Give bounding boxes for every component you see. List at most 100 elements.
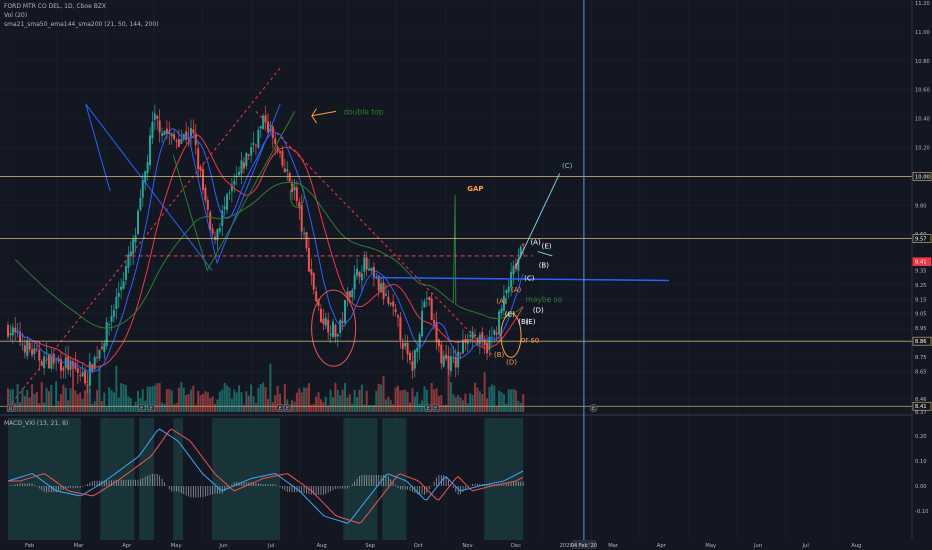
- candle-body: [173, 134, 176, 140]
- volume-bar: [221, 389, 224, 412]
- time-tick-label: Jun: [753, 543, 762, 549]
- volume-bar: [466, 403, 469, 412]
- volume-bar: [283, 384, 286, 412]
- candle-body: [247, 154, 250, 156]
- annotation-label: (C): [505, 311, 516, 319]
- candle-body: [500, 308, 503, 314]
- candle-body: [47, 354, 50, 369]
- volume-bar: [120, 383, 123, 412]
- volume-bar: [274, 395, 277, 412]
- volume-bar: [317, 392, 320, 412]
- volume-bar: [228, 387, 231, 412]
- candle-body: [370, 267, 373, 271]
- candle-body: [271, 126, 274, 139]
- candle-body: [421, 310, 424, 337]
- volume-legend[interactable]: Vol (20): [4, 12, 30, 19]
- candle-body: [252, 143, 255, 145]
- level-line-blue: [372, 276, 669, 282]
- price-badge: [912, 336, 932, 346]
- time-tick-label: Mar: [74, 543, 85, 549]
- volume-bar: [522, 394, 525, 412]
- macd-pane: [7, 428, 524, 524]
- candle-body: [303, 232, 306, 234]
- candle-body: [33, 348, 36, 354]
- volume-bar: [266, 399, 269, 412]
- candle-body: [165, 128, 168, 134]
- annotation-label: GAP: [467, 185, 483, 193]
- arrow-head: [311, 108, 318, 117]
- candle-body: [356, 268, 359, 276]
- volume-bar: [197, 390, 200, 412]
- candle-body: [238, 171, 241, 176]
- candle-body: [279, 151, 282, 153]
- macd-legend[interactable]: MACD_VXI (13, 21, 8): [4, 420, 71, 427]
- volume-bar: [163, 403, 166, 412]
- volume-bar: [170, 390, 173, 412]
- candle-body: [305, 231, 308, 249]
- candle-body: [170, 133, 173, 137]
- ma-legend[interactable]: sma21_sma50_ema144_sma200 (21, 50, 144, …: [4, 21, 162, 28]
- volume-label: Vol (20): [4, 12, 28, 19]
- candle-body: [339, 320, 342, 333]
- candle-body: [100, 346, 103, 349]
- candle-body: [98, 349, 101, 359]
- volume-bar: [413, 396, 416, 412]
- volume-bar: [211, 396, 214, 412]
- volume-bar: [514, 390, 517, 412]
- volume-bar: [394, 387, 397, 412]
- volume-bar: [218, 391, 221, 412]
- symbol-legend[interactable]: FORD MTR CO DEL, 1D, Cboe BZX: [4, 3, 109, 10]
- price-tick-label: 9.80: [915, 203, 927, 209]
- annotation-label: (A): [530, 238, 541, 246]
- candle-body: [103, 343, 106, 352]
- candle-body: [161, 133, 164, 136]
- candle-body: [38, 349, 41, 361]
- candle-body: [445, 354, 448, 359]
- candle-body: [324, 317, 327, 326]
- volume-bar: [295, 392, 298, 412]
- volume-bar: [396, 385, 399, 412]
- candle-body: [112, 309, 115, 317]
- volume-bar: [440, 395, 443, 412]
- candle-body: [141, 180, 144, 198]
- candle-body: [84, 370, 87, 384]
- time-tick-label: Sep: [365, 543, 375, 549]
- volume-bar: [262, 382, 265, 412]
- candle-body: [153, 113, 156, 120]
- candle-body: [146, 161, 149, 174]
- candle-body: [223, 206, 226, 209]
- candle-body: [28, 342, 31, 350]
- candle-body: [488, 336, 491, 350]
- volume-bar: [447, 363, 450, 412]
- volume-bar: [368, 405, 371, 412]
- candle-body: [226, 193, 229, 211]
- volume-bar: [510, 389, 513, 412]
- volume-bar: [495, 405, 498, 412]
- candle-body: [105, 322, 108, 347]
- candle-body: [447, 355, 450, 369]
- time-tick-label: May: [705, 543, 716, 549]
- time-tick-label: Apr: [122, 543, 132, 549]
- candle-body: [149, 135, 152, 166]
- volume-bar: [124, 385, 127, 412]
- volume-bar: [293, 401, 296, 412]
- candle-body: [177, 139, 180, 147]
- arrow-double-top: [311, 110, 337, 117]
- candle-body: [209, 212, 212, 230]
- volume-bar: [127, 396, 130, 412]
- event-marker: [589, 404, 598, 412]
- volume-bar: [194, 404, 197, 412]
- volume-bar: [370, 405, 373, 412]
- volume-bar: [406, 391, 409, 412]
- volume-bar: [331, 397, 334, 412]
- volume-bar: [276, 385, 279, 412]
- candle-body: [322, 318, 325, 324]
- volume-bar: [310, 404, 313, 412]
- volume-bar: [173, 404, 176, 412]
- volume-bar: [209, 397, 212, 412]
- arrow-head: [311, 115, 318, 124]
- candle-body: [156, 115, 159, 119]
